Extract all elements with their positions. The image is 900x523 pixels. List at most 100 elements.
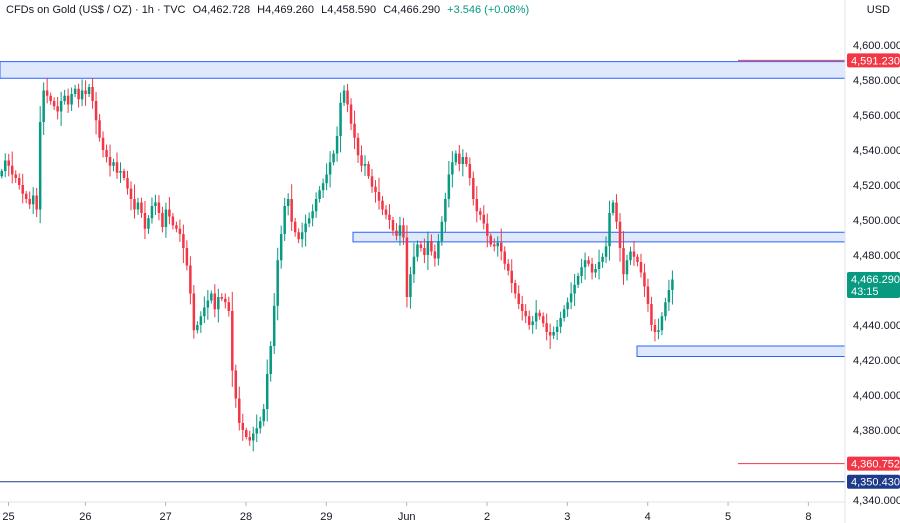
candle	[496, 236, 500, 257]
candle	[318, 186, 321, 203]
support-resistance-zone[interactable]	[636, 345, 846, 357]
symbol-title[interactable]: CFDs on Gold (US$ / OZ) · 1h · TVC	[6, 4, 186, 16]
candle	[524, 304, 527, 324]
candle	[297, 228, 300, 244]
candle	[503, 246, 506, 270]
candle	[220, 293, 224, 302]
candle	[87, 83, 91, 98]
line-price-label[interactable]: 4,591.230	[847, 53, 900, 68]
price-tick-label: 4,580.000	[853, 75, 900, 87]
support-resistance-zone[interactable]	[352, 231, 846, 243]
candle	[660, 312, 664, 336]
candle	[119, 162, 122, 183]
candle	[374, 180, 377, 203]
candle	[643, 263, 646, 297]
time-tick-label: Jun	[398, 511, 416, 523]
candle	[569, 282, 573, 310]
candle	[618, 213, 622, 262]
candle	[566, 297, 569, 317]
candle	[465, 152, 468, 167]
candle	[636, 254, 639, 267]
candle	[94, 92, 98, 135]
candle	[346, 83, 349, 113]
candle	[3, 153, 7, 178]
candle	[279, 225, 283, 269]
candle	[255, 414, 258, 443]
candle	[91, 77, 94, 109]
candle	[353, 110, 356, 150]
candle	[622, 231, 625, 285]
candle	[164, 202, 168, 238]
candle	[129, 181, 133, 211]
candle	[650, 296, 653, 332]
candle	[367, 161, 370, 179]
candle	[513, 279, 517, 299]
candle	[363, 155, 367, 176]
time-axis[interactable]: 25 26 27 28 29 Jun 2 3 4 5 8	[2, 502, 811, 523]
candle	[314, 192, 318, 218]
candle	[328, 151, 332, 188]
candle	[56, 96, 59, 120]
candle	[196, 321, 199, 334]
candle	[472, 171, 475, 206]
candle	[98, 114, 101, 142]
candle	[576, 272, 580, 288]
candle	[416, 240, 419, 262]
candle	[590, 257, 594, 280]
candle	[245, 427, 248, 440]
candle	[307, 212, 311, 228]
high-value: H4,469.260	[257, 4, 315, 16]
candle	[517, 285, 520, 310]
candle	[262, 403, 265, 427]
candle	[597, 249, 601, 280]
price-tick-label: 4,480.000	[853, 250, 900, 262]
candle	[178, 219, 182, 242]
candle	[423, 238, 426, 264]
chart-header: CFDs on Gold (US$ / OZ) · 1h · TVC O4,46…	[6, 4, 533, 16]
candle	[157, 195, 161, 221]
candle	[38, 106, 42, 224]
line-price-label[interactable]: 4,360.752	[847, 456, 900, 471]
candle	[108, 144, 112, 177]
candle	[175, 221, 178, 233]
candle	[552, 326, 555, 339]
time-tick-label: 8	[805, 511, 811, 523]
candle	[258, 416, 262, 434]
zones-layer	[0, 61, 846, 357]
candle	[0, 168, 3, 179]
candle	[482, 205, 486, 230]
candle	[269, 341, 272, 382]
candle	[101, 131, 105, 158]
time-tick-label: 3	[564, 511, 570, 523]
candle	[573, 274, 576, 306]
candle	[475, 186, 479, 223]
candle	[49, 92, 52, 105]
line-price-label[interactable]: 4,350.430	[847, 474, 900, 489]
candle	[45, 78, 49, 104]
candle	[70, 87, 73, 111]
candle	[534, 300, 538, 330]
candle	[611, 199, 615, 216]
candle	[559, 311, 562, 334]
candle	[437, 234, 440, 266]
svg-text:4,360.752: 4,360.752	[851, 459, 900, 471]
candles-layer	[0, 77, 674, 452]
candle	[388, 204, 391, 230]
time-tick-label: 28	[240, 511, 252, 523]
candle	[646, 278, 650, 312]
price-tick-label: 4,500.000	[853, 215, 900, 227]
candle	[35, 187, 38, 218]
support-resistance-zone[interactable]	[0, 61, 846, 79]
currency-label[interactable]: USD	[866, 4, 890, 16]
candle	[77, 83, 80, 108]
candle	[384, 204, 388, 220]
time-tick-label: 5	[725, 511, 731, 523]
price-tick-label: 4,420.000	[853, 355, 900, 367]
candle	[206, 290, 210, 320]
candle	[395, 223, 398, 241]
time-tick-label: 2	[484, 511, 490, 523]
price-tick-label: 4,380.000	[853, 425, 900, 437]
horizontal-lines-layer	[0, 59, 845, 483]
